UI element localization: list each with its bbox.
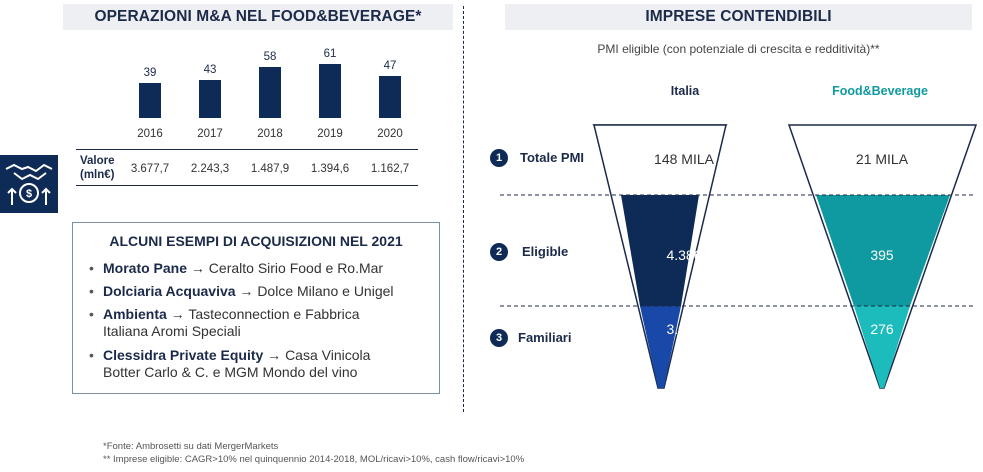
bar-value-label: 61 <box>323 47 337 60</box>
example-rest: → Casa Vinicola <box>263 347 371 363</box>
year-tick-label: 2020 <box>377 128 403 140</box>
year-tick-label: 2019 <box>317 128 343 140</box>
bar-value-label: 58 <box>263 50 277 63</box>
valore-cell: 3.677,7 <box>130 163 170 175</box>
valore-label-line2: (mln€) <box>80 169 115 181</box>
valore-row: 3.677,7 2.243,3 1.487,9 1.394,6 1.162,7 <box>120 163 420 179</box>
right-title-text: IMPRESE CONTENDIBILI <box>645 8 832 25</box>
bar-value-label: 39 <box>143 67 157 80</box>
fb-totale-value: 21 MILA <box>855 151 909 167</box>
valore-cell: 1.487,9 <box>250 163 290 175</box>
funnels <box>500 124 978 389</box>
bar-value-label: 47 <box>383 60 397 73</box>
valore-cell: 1.394,6 <box>310 163 350 175</box>
year-axis: 2016 2017 2018 2019 2020 <box>120 128 420 144</box>
row-number-2: 2 <box>490 243 508 261</box>
bar-2020 <box>379 76 401 118</box>
example-bold: Clessidra Private Equity <box>103 347 264 363</box>
fb-familiari-value: 276 <box>870 321 894 337</box>
example-item-1: • Morato Pane → Ceralto Sirio Food e Ro.… <box>89 260 384 277</box>
year-tick-label: 2017 <box>197 128 223 140</box>
bullet-icon: • <box>89 347 94 363</box>
example-item-3: • Ambienta → Tasteconnection e Fabbrica … <box>89 306 360 340</box>
table-bottom-rule <box>76 185 418 186</box>
example-bold: Ambienta <box>103 306 167 322</box>
svg-text:$: $ <box>26 188 32 200</box>
example-rest: → Ceralto Sirio Food e Ro.Mar <box>187 260 384 276</box>
example-rest: → Dolce Milano e Unigel <box>235 283 394 299</box>
bar-2018 <box>259 66 281 118</box>
row-label-eligible: Eligible <box>522 244 569 259</box>
row-number-3: 3 <box>490 329 508 347</box>
examples-box: ALCUNI ESEMPI DI ACQUISIZIONI NEL 2021 •… <box>72 222 440 394</box>
table-top-rule <box>76 149 418 150</box>
year-tick-label: 2018 <box>257 128 283 140</box>
footnote-source: *Fonte: Ambrosetti su dati MergerMarkets <box>103 441 279 452</box>
footnote-eligible: ** Imprese eligible: CAGR>10% nel quinqu… <box>103 454 525 465</box>
fb-eligible-value: 395 <box>870 247 894 263</box>
right-subtitle: PMI eligible (con potenziale di crescita… <box>597 42 880 56</box>
example-rest: → Tasteconnection e Fabbrica <box>166 306 360 322</box>
row-label-totale: Totale PMI <box>520 150 585 165</box>
col-header-fb: Food&Beverage <box>832 84 928 98</box>
bullet-icon: • <box>89 306 94 322</box>
row-label-familiari: Familiari <box>518 330 572 345</box>
row-number-1: 1 <box>490 149 508 167</box>
bullet-icon: • <box>89 260 94 276</box>
example-bold: Dolciaria Acquaviva <box>103 283 236 299</box>
bar-2016 <box>139 83 161 118</box>
example-item-2: • Dolciaria Acquaviva → Dolce Milano e U… <box>89 283 394 300</box>
valore-cell: 2.243,3 <box>190 163 230 175</box>
valore-label-line1: Valore <box>80 155 115 167</box>
right-title: IMPRESE CONTENDIBILI <box>505 4 972 30</box>
left-title-text: OPERAZIONI M&A NEL FOOD&BEVERAGE* <box>94 8 422 25</box>
fb-funnel-familiari <box>854 306 910 388</box>
col-header-italia: Italia <box>670 84 700 98</box>
valore-cell: 1.162,7 <box>370 163 410 175</box>
bullet-icon: • <box>89 283 94 299</box>
example-bold: Morato Pane <box>103 260 188 276</box>
italia-funnel-familiari <box>640 306 681 388</box>
example-item-4: • Clessidra Private Equity → Casa Vinico… <box>89 347 371 381</box>
bar-value-label: 43 <box>203 63 217 76</box>
italia-funnel-eligible <box>621 195 699 306</box>
example-line2: Botter Carlo & C. e MGM Mondo del vino <box>103 364 358 380</box>
ma-bar-chart: 39 43 58 61 47 <box>120 47 420 118</box>
example-line2: Italiana Aromi Speciali <box>103 323 241 339</box>
handshake-money-icon: $ <box>0 155 58 213</box>
left-title: OPERAZIONI M&A NEL FOOD&BEVERAGE* <box>63 4 453 30</box>
valore-label: Valore (mln€) <box>80 154 115 182</box>
bar-2017 <box>199 79 221 118</box>
vertical-divider <box>463 6 464 412</box>
italia-familiari-value: 3.006 <box>666 321 702 337</box>
year-tick-label: 2016 <box>137 128 163 140</box>
examples-title: ALCUNI ESEMPI DI ACQUISIZIONI NEL 2021 <box>109 233 403 249</box>
italia-eligible-value: 4.386 <box>666 247 702 263</box>
fb-funnel-eligible <box>816 195 950 306</box>
bar-2019 <box>319 63 341 118</box>
italia-totale-value: 148 MILA <box>654 151 714 167</box>
